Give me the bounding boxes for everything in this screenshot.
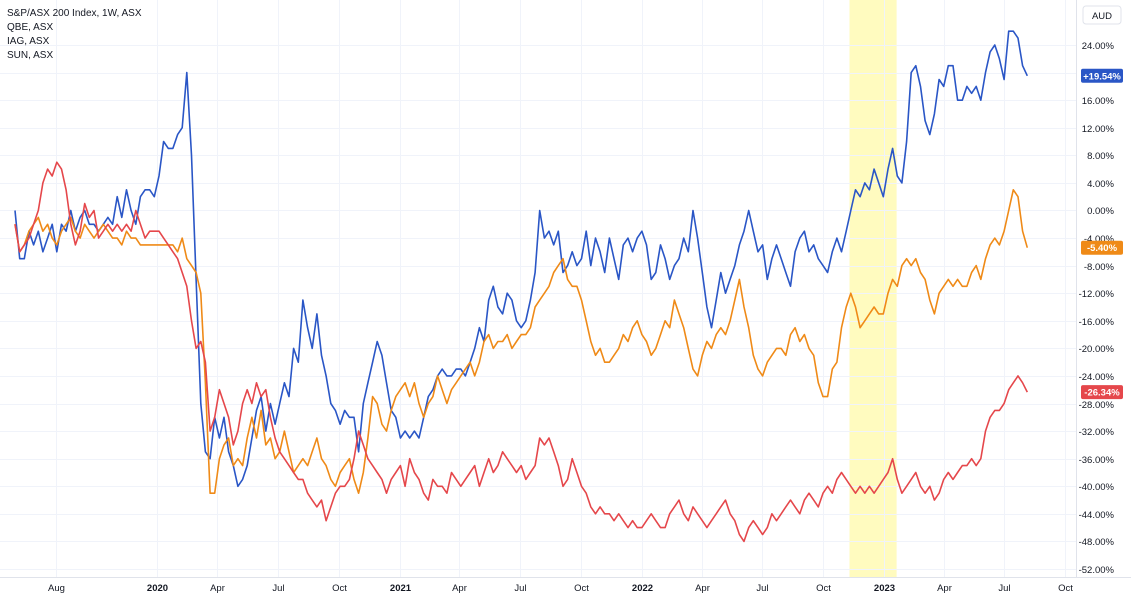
x-tick-label: Apr xyxy=(210,583,225,594)
x-tick-label: Apr xyxy=(937,583,952,594)
y-tick-label: -52.00% xyxy=(1079,565,1115,576)
y-tick-label: -48.00% xyxy=(1079,537,1115,548)
y-tick-label: -20.00% xyxy=(1079,344,1115,355)
x-tick-label: Jul xyxy=(998,583,1010,594)
x-tick-label: 2021 xyxy=(390,583,412,594)
badge-text: -5.40% xyxy=(1087,243,1118,254)
x-tick-label: Oct xyxy=(574,583,589,594)
y-tick-label: -44.00% xyxy=(1079,510,1115,521)
currency-button[interactable] xyxy=(1082,5,1122,25)
x-tick-label: Oct xyxy=(816,583,831,594)
x-tick-label: Jul xyxy=(756,583,768,594)
x-tick-label: 2020 xyxy=(147,583,168,594)
series-line-2[interactable] xyxy=(14,161,1029,543)
grid-layer xyxy=(0,0,1076,577)
last-value-badge-2: -26.34% xyxy=(1081,385,1123,400)
time-axis[interactable]: Aug 2020 Apr Jul Oct 2021 Apr Jul Oct 2022 Apr Jul O… xyxy=(48,583,1073,594)
legend-item-qbe[interactable]: QBE, ASX xyxy=(7,22,53,33)
y-tick-label: -16.00% xyxy=(1079,317,1115,328)
badge-background xyxy=(1081,240,1123,255)
legend-item-sun[interactable]: SUN, ASX xyxy=(7,50,53,61)
series-layer xyxy=(14,30,1029,543)
x-tick-label: Jul xyxy=(514,583,526,594)
x-tick-label: Jul xyxy=(272,583,284,594)
badge-background xyxy=(1081,385,1123,400)
y-tick-label: -28.00% xyxy=(1079,400,1115,411)
series-line-0[interactable] xyxy=(14,30,1029,488)
badge-text: -26.34% xyxy=(1084,388,1120,399)
badge-text: +19.54% xyxy=(1083,71,1121,82)
x-tick-label: 2022 xyxy=(632,583,653,594)
x-tick-label: Oct xyxy=(1058,583,1073,594)
y-tick-label: 8.00% xyxy=(1087,151,1114,162)
last-value-labels: +19.54% -5.40% -26.34% xyxy=(1081,68,1123,400)
y-tick-label: 0.00% xyxy=(1087,206,1114,217)
y-tick-label: 24.00% xyxy=(1082,41,1115,52)
x-tick-label: Oct xyxy=(332,583,347,594)
y-tick-label: 4.00% xyxy=(1087,179,1114,190)
x-tick-label: Aug xyxy=(48,583,65,594)
y-tick-label: -4.00% xyxy=(1084,234,1115,245)
y-tick-label: -40.00% xyxy=(1079,482,1115,493)
y-tick-label: -12.00% xyxy=(1079,289,1115,300)
price-axis[interactable]: 24.00%20.00%16.00%12.00%8.00%4.00%0.00%-… xyxy=(1079,41,1115,576)
y-tick-label: -36.00% xyxy=(1079,455,1115,466)
currency-label: AUD xyxy=(1092,11,1112,22)
y-tick-label: 16.00% xyxy=(1082,96,1115,107)
last-value-badge-1: -5.40% xyxy=(1081,240,1123,255)
y-tick-label: -32.00% xyxy=(1079,427,1115,438)
x-tick-label: Apr xyxy=(452,583,467,594)
y-tick-label: 12.00% xyxy=(1082,124,1115,135)
x-tick-label: 2023 xyxy=(874,583,895,594)
last-value-badge-0: +19.54% xyxy=(1081,68,1123,83)
legend: S&P/ASX 200 Index, 1W, ASX QBE, ASX IAG,… xyxy=(7,8,142,61)
legend-item-asx200[interactable]: S&P/ASX 200 Index, 1W, ASX xyxy=(7,8,142,19)
plot-area[interactable] xyxy=(0,0,1076,577)
y-tick-label: -8.00% xyxy=(1084,262,1115,273)
y-tick-label: -24.00% xyxy=(1079,372,1115,383)
legend-item-iag[interactable]: IAG, ASX xyxy=(7,36,50,47)
x-tick-label: Apr xyxy=(695,583,710,594)
badge-background xyxy=(1081,68,1123,83)
series-line-1[interactable] xyxy=(14,189,1029,494)
